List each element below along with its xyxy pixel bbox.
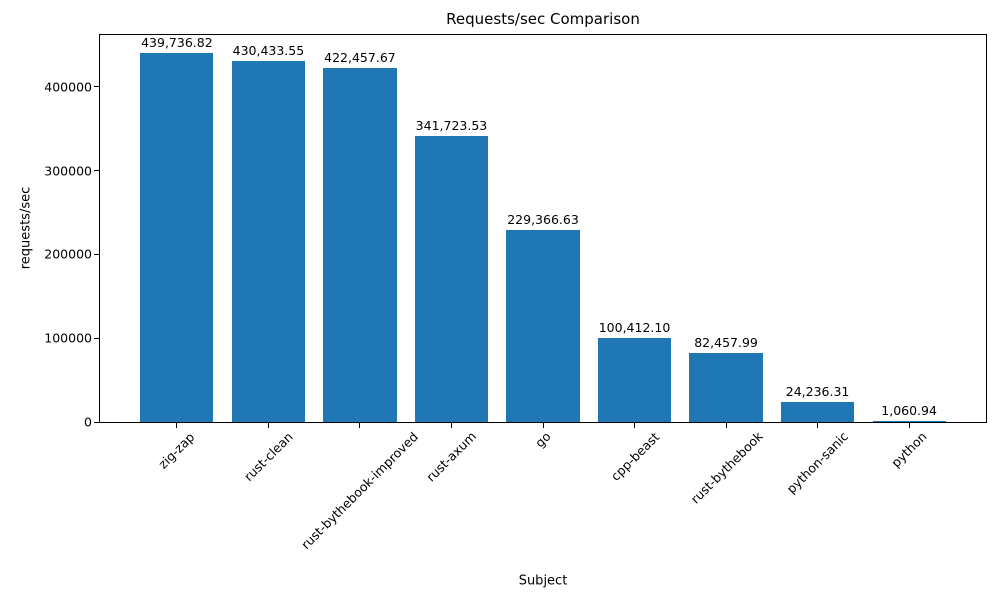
x-tick [817, 423, 819, 428]
y-tick [94, 421, 99, 423]
x-tick [634, 423, 636, 428]
bar-value-label: 341,723.53 [415, 117, 488, 133]
bar-rust-bythebook-improved [323, 67, 397, 422]
x-tick [359, 423, 361, 428]
x-tick-label: python [888, 429, 930, 471]
x-tick-label: rust-axum [423, 428, 480, 485]
x-tick [542, 423, 544, 428]
x-tick-label: go [531, 429, 554, 451]
x-tick [267, 423, 269, 428]
bar-value-label: 1,060.94 [881, 403, 937, 418]
bar-value-label: 229,366.63 [507, 211, 579, 227]
x-tick-label: cpp-beast [607, 429, 662, 484]
bar-python-sanic [780, 401, 855, 422]
y-tick-label: 200000 [44, 246, 92, 262]
bar-value-label: 439,736.82 [141, 35, 213, 51]
x-tick-label: rust-clean [240, 429, 296, 485]
x-tick [176, 423, 178, 428]
x-tick [450, 423, 452, 428]
bar-value-label: 430,433.55 [232, 43, 305, 59]
bar-go [506, 229, 580, 422]
x-tick-label: zig-zap [155, 429, 198, 472]
bar-python [872, 421, 946, 422]
x-tick [725, 423, 727, 428]
y-tick [94, 337, 99, 339]
bar-rust-bythebook [689, 352, 763, 422]
y-tick [94, 170, 99, 172]
y-tick-label: 0 [84, 414, 92, 430]
y-tick [94, 86, 99, 88]
x-tick [908, 423, 910, 428]
bar-value-label: 422,457.67 [324, 49, 396, 65]
bar-cpp-beast [597, 337, 672, 422]
bar-value-label: 82,457.99 [694, 334, 758, 350]
y-tick-label: 300000 [44, 163, 92, 179]
x-tick-label: rust-bythebook-improved [298, 429, 422, 553]
bar-rust-axum [414, 135, 489, 422]
y-tick [94, 253, 99, 255]
chart-title: Requests/sec Comparison [446, 10, 640, 28]
bar-value-label: 100,412.10 [598, 319, 671, 335]
x-axis-label: Subject [518, 573, 568, 589]
y-tick-label: 100000 [44, 330, 92, 346]
x-tick-label: rust-bythebook [687, 428, 766, 507]
y-tick-label: 400000 [44, 79, 92, 95]
bar-rust-clean [231, 61, 306, 422]
x-tick-label: python-sanic [783, 429, 852, 497]
bar-value-label: 24,236.31 [785, 383, 850, 399]
bar-zig-zap [140, 53, 214, 422]
y-axis-label: requests/sec [18, 186, 34, 270]
